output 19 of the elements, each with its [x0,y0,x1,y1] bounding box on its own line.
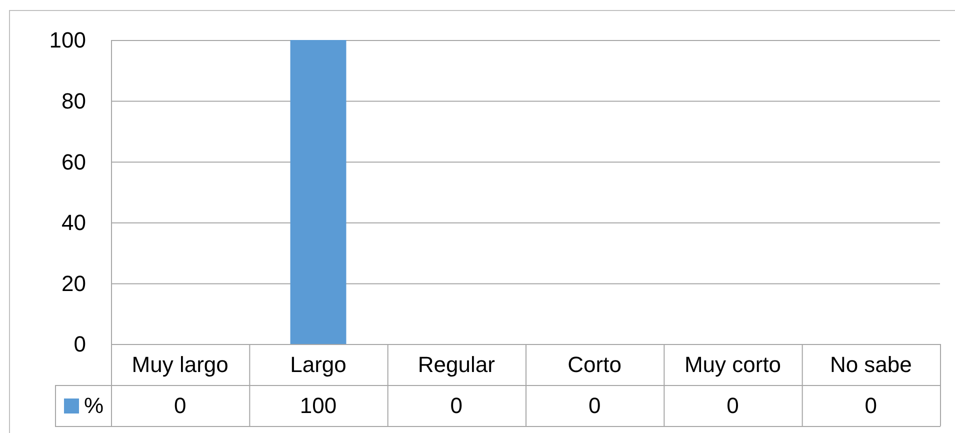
y-tick-label: 20 [62,270,86,296]
y-tick-label: 40 [62,210,86,236]
data-label: 100 [300,393,337,418]
data-label: 0 [726,393,739,418]
x-tick-label: Muy largo [132,352,228,378]
legend-label: % [84,393,104,418]
y-tick-label: 0 [74,332,86,357]
x-tick-label: Corto [568,352,622,378]
data-label: 0 [588,393,601,418]
data-label: 0 [450,393,463,418]
x-tick-label: Muy corto [684,352,782,378]
y-tick-label: 100 [49,28,86,53]
data-label: 0 [174,393,186,418]
y-tick-label: 60 [62,149,86,174]
data-label: 0 [864,393,878,418]
x-tick-label: Regular [418,352,495,378]
x-tick-label: No sabe [830,352,912,378]
x-tick-label: Largo [290,352,346,378]
y-tick-label: 80 [62,88,86,114]
